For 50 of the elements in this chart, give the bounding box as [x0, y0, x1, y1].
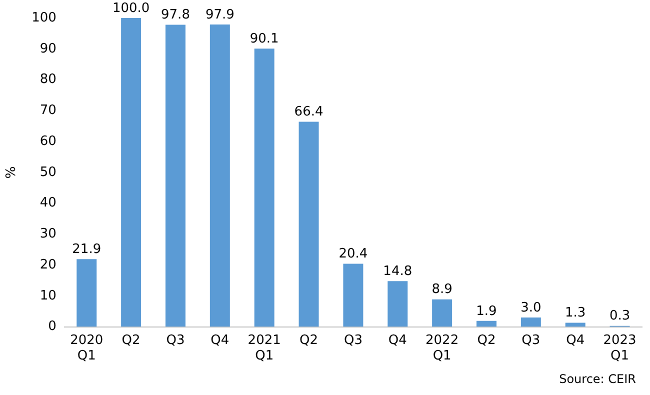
- data-label: 21.9: [72, 242, 102, 258]
- y-tick-label: 30: [40, 226, 56, 242]
- bar: [298, 122, 319, 327]
- bar: [388, 281, 408, 327]
- x-tick-label: Q3: [522, 332, 540, 348]
- x-tick-label: Q2: [477, 332, 496, 348]
- data-label: 8.9: [432, 282, 452, 298]
- bar: [520, 318, 541, 327]
- data-label: 20.4: [338, 246, 368, 262]
- bar: [121, 18, 142, 327]
- y-tick-label: 50: [40, 164, 56, 180]
- data-label: 1.3: [565, 306, 586, 321]
- data-label: 0.3: [609, 308, 630, 324]
- y-tick-label: 20: [40, 257, 56, 272]
- bar: [343, 264, 364, 327]
- x-tick-label: Q2: [300, 332, 318, 348]
- x-tick-label: Q3: [166, 332, 185, 348]
- data-label: 14.8: [383, 264, 412, 279]
- y-tick-label: 80: [40, 72, 56, 88]
- y-tick-label: 10: [40, 288, 56, 304]
- y-tick-label: 40: [40, 196, 56, 211]
- bar: [210, 24, 230, 327]
- x-tick-label: 2022 Q1: [426, 332, 459, 364]
- bar: [432, 299, 452, 327]
- data-label: 97.9: [205, 7, 234, 22]
- x-tick-label: Q3: [344, 332, 362, 348]
- y-tick-label: 0: [48, 319, 56, 334]
- x-tick-label: Q4: [566, 332, 585, 348]
- data-label: 1.9: [476, 304, 497, 319]
- bar: [476, 320, 496, 327]
- y-tick-label: 100: [32, 10, 56, 26]
- source-note: Source: CEIR: [559, 372, 636, 386]
- x-tick-label: Q4: [388, 332, 407, 348]
- data-label: 100.0: [112, 0, 150, 16]
- y-axis-title: %: [4, 166, 20, 179]
- x-tick-label: Q4: [210, 332, 230, 348]
- x-tick-label: 2020 Q1: [70, 332, 104, 364]
- data-label: 90.1: [250, 31, 279, 46]
- x-tick-label: 2021 Q1: [248, 332, 281, 364]
- y-tick-label: 90: [40, 41, 56, 56]
- bar: [76, 259, 97, 327]
- y-tick-label: 60: [40, 134, 56, 149]
- data-label: 97.8: [161, 8, 190, 23]
- data-label: 66.4: [294, 104, 324, 120]
- x-tick-label: 2023 Q1: [603, 332, 636, 364]
- x-tick-label: Q2: [122, 332, 140, 348]
- data-label: 3.0: [520, 300, 542, 316]
- bar: [254, 48, 274, 327]
- y-tick-label: 70: [40, 103, 56, 118]
- bar: [165, 24, 186, 327]
